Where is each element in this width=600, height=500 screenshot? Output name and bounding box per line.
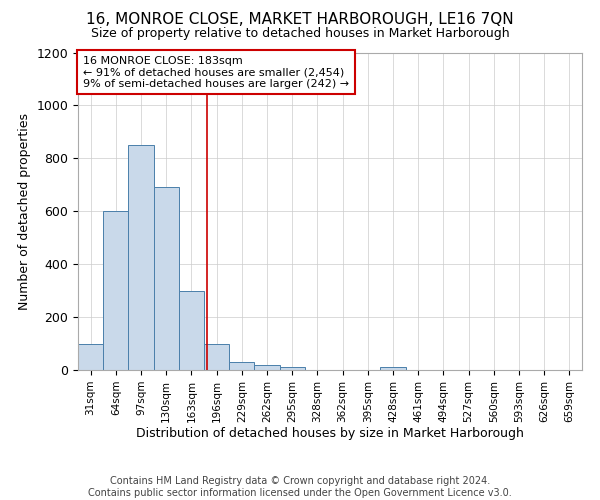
Bar — [204, 344, 229, 370]
Bar — [103, 211, 128, 370]
X-axis label: Distribution of detached houses by size in Market Harborough: Distribution of detached houses by size … — [136, 428, 524, 440]
Bar — [78, 344, 103, 370]
Bar — [154, 188, 179, 370]
Text: 16, MONROE CLOSE, MARKET HARBOROUGH, LE16 7QN: 16, MONROE CLOSE, MARKET HARBOROUGH, LE1… — [86, 12, 514, 28]
Bar — [380, 368, 406, 370]
Text: 16 MONROE CLOSE: 183sqm
← 91% of detached houses are smaller (2,454)
9% of semi-: 16 MONROE CLOSE: 183sqm ← 91% of detache… — [83, 56, 349, 89]
Bar — [179, 290, 204, 370]
Text: Size of property relative to detached houses in Market Harborough: Size of property relative to detached ho… — [91, 28, 509, 40]
Y-axis label: Number of detached properties: Number of detached properties — [18, 113, 31, 310]
Bar — [280, 368, 305, 370]
Text: Contains HM Land Registry data © Crown copyright and database right 2024.
Contai: Contains HM Land Registry data © Crown c… — [88, 476, 512, 498]
Bar — [254, 364, 280, 370]
Bar — [229, 362, 254, 370]
Bar — [128, 145, 154, 370]
